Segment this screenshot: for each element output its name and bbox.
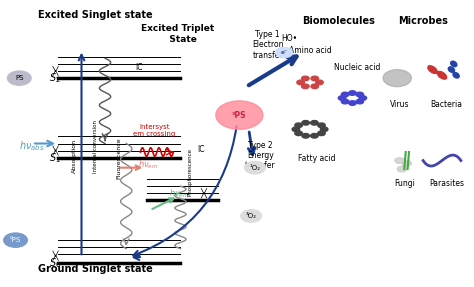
Circle shape	[397, 166, 407, 172]
Text: IC: IC	[197, 145, 204, 154]
Text: Biomolecules: Biomolecules	[302, 15, 375, 26]
Text: Bacteria: Bacteria	[431, 100, 463, 108]
Circle shape	[4, 233, 27, 247]
Circle shape	[295, 131, 302, 135]
Text: Fungi: Fungi	[394, 179, 415, 188]
Circle shape	[316, 80, 323, 85]
Ellipse shape	[438, 71, 447, 79]
Text: Microbes: Microbes	[398, 15, 448, 26]
Text: Fatty acid: Fatty acid	[298, 154, 336, 162]
Text: Absorption: Absorption	[72, 139, 77, 173]
Text: Parasites: Parasites	[429, 179, 464, 188]
Circle shape	[359, 96, 366, 100]
Text: Amino acid: Amino acid	[289, 46, 331, 55]
Text: ³O₂: ³O₂	[246, 213, 256, 219]
Circle shape	[301, 76, 309, 81]
Text: Nucleic acid: Nucleic acid	[334, 63, 380, 71]
Text: $S_0$: $S_0$	[48, 256, 61, 270]
Circle shape	[395, 158, 404, 163]
Circle shape	[318, 131, 325, 135]
Circle shape	[338, 96, 346, 100]
Circle shape	[341, 99, 349, 104]
Ellipse shape	[451, 61, 457, 67]
Text: Virus: Virus	[390, 100, 410, 108]
Ellipse shape	[428, 66, 437, 73]
Text: Phosphorescence: Phosphorescence	[187, 148, 192, 196]
Ellipse shape	[448, 67, 455, 72]
Text: $h\nu_{em}$: $h\nu_{em}$	[138, 159, 159, 171]
Circle shape	[295, 123, 302, 127]
Circle shape	[402, 160, 411, 166]
Text: Ground Singlet state: Ground Singlet state	[38, 264, 153, 274]
Text: Intersyst
em crossing: Intersyst em crossing	[133, 124, 176, 137]
Text: $h\nu_{abs}$: $h\nu_{abs}$	[19, 139, 45, 153]
Text: e⁻: e⁻	[281, 50, 288, 55]
Circle shape	[292, 127, 300, 131]
Circle shape	[216, 101, 263, 129]
Circle shape	[241, 210, 262, 222]
Text: HO•: HO•	[281, 34, 297, 43]
Text: Type 2
Energy
transfer: Type 2 Energy transfer	[245, 141, 276, 170]
Text: ¹O₂: ¹O₂	[249, 165, 260, 171]
Circle shape	[301, 84, 309, 89]
Circle shape	[302, 121, 310, 125]
Circle shape	[310, 121, 318, 125]
Text: Fluorescence: Fluorescence	[117, 137, 122, 179]
Circle shape	[8, 71, 31, 85]
Circle shape	[320, 127, 328, 131]
Text: Type 1
Electron
transfer: Type 1 Electron transfer	[252, 30, 283, 60]
Circle shape	[356, 99, 364, 104]
Text: Excited Triplet
   State: Excited Triplet State	[141, 24, 215, 44]
Circle shape	[276, 47, 292, 58]
Circle shape	[349, 91, 356, 95]
Text: $h\nu_{em}$: $h\nu_{em}$	[169, 187, 190, 199]
Circle shape	[318, 123, 325, 127]
Circle shape	[356, 92, 364, 97]
Circle shape	[349, 101, 356, 105]
Circle shape	[310, 133, 318, 138]
Circle shape	[311, 84, 319, 89]
Text: IC: IC	[136, 63, 143, 71]
Text: Internal conversion: Internal conversion	[93, 120, 98, 173]
Text: ⁰PS: ⁰PS	[10, 237, 21, 243]
Circle shape	[297, 80, 304, 85]
Text: ³PS: ³PS	[232, 110, 246, 120]
Text: $S_1$: $S_1$	[48, 151, 60, 165]
Circle shape	[341, 92, 349, 97]
Text: Excited Singlet state: Excited Singlet state	[38, 10, 153, 20]
Circle shape	[383, 70, 411, 87]
Circle shape	[311, 76, 319, 81]
Ellipse shape	[453, 73, 459, 78]
Text: PS: PS	[15, 75, 24, 81]
Circle shape	[245, 161, 265, 174]
Circle shape	[302, 133, 310, 138]
Text: $S_2$: $S_2$	[48, 71, 60, 85]
